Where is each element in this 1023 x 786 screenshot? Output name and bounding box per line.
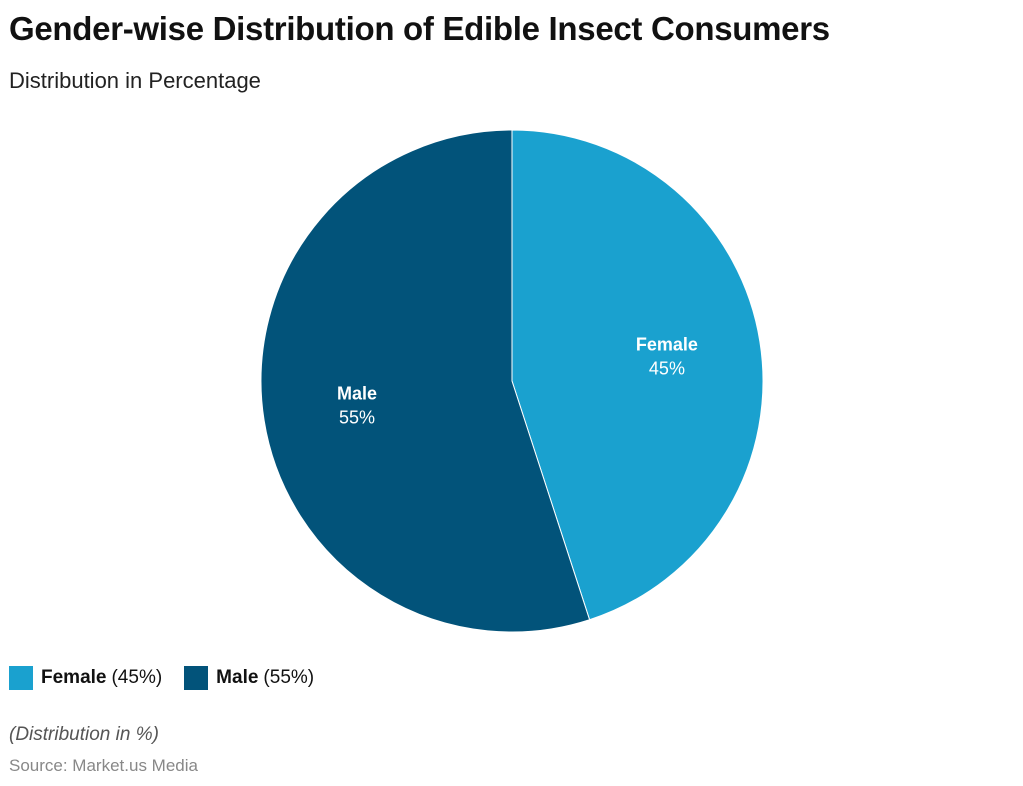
slice-label-female: Female (636, 334, 698, 354)
chart-title: Gender-wise Distribution of Edible Insec… (9, 10, 830, 47)
chart-note: (Distribution in %) (9, 724, 159, 745)
pie-slice-male[interactable] (260, 129, 591, 633)
legend-item-female[interactable]: Female (45%) (9, 666, 162, 690)
slice-value-female: 45% (649, 358, 685, 378)
legend-label-female: Female (41, 667, 107, 688)
chart-source: Source: Market.us Media (9, 756, 198, 775)
legend-label-male: Male (216, 667, 259, 688)
slice-value-male: 55% (339, 408, 375, 428)
pie-slice-female[interactable] (511, 129, 764, 621)
legend-value-female: (45%) (111, 667, 163, 688)
legend-item-male[interactable]: Male (55%) (184, 666, 314, 690)
legend: Female (45%) Male (55%) (9, 666, 314, 690)
slice-label-male: Male (337, 384, 377, 404)
legend-swatch-female (9, 666, 33, 690)
chart-subtitle: Distribution in Percentage (9, 68, 261, 93)
legend-value-male: (55%) (263, 667, 315, 688)
legend-swatch-male (184, 666, 209, 690)
